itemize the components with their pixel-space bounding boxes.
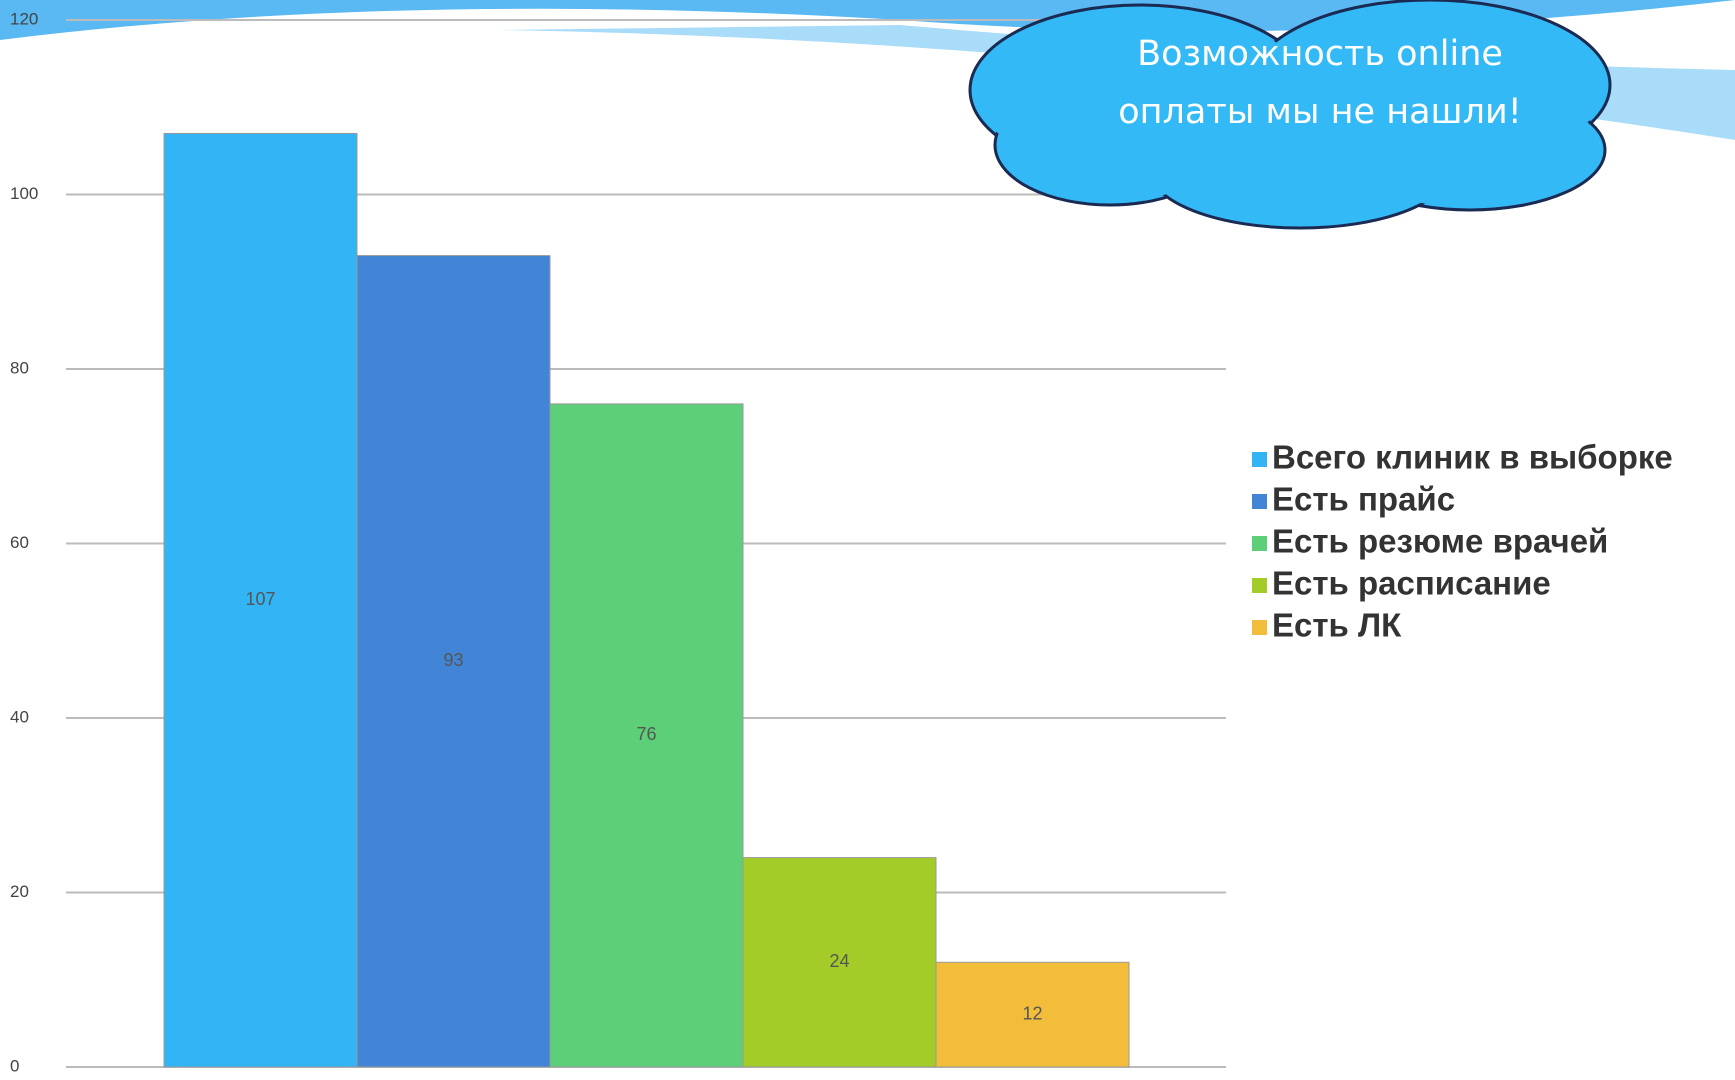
y-tick-label: 80 xyxy=(10,358,29,377)
legend-label: Всего клиник в выборке xyxy=(1272,439,1673,476)
bar xyxy=(549,403,744,1068)
bar xyxy=(356,255,551,1068)
callout: Возможность online оплаты мы не нашли! xyxy=(968,0,1612,230)
legend-swatch xyxy=(1252,494,1267,509)
y-tick-label: 60 xyxy=(10,533,29,552)
value-label: 93 xyxy=(443,650,463,670)
y-tick-label: 40 xyxy=(10,707,29,726)
bar xyxy=(935,961,1130,1068)
callout-text: Возможность online xyxy=(1137,34,1503,74)
legend-label: Есть ЛК xyxy=(1272,607,1402,644)
legend-label: Есть резюме врачей xyxy=(1272,523,1608,560)
value-label: 107 xyxy=(245,589,275,609)
legend-swatch xyxy=(1252,536,1267,551)
callout-text: оплаты мы не нашли! xyxy=(1118,92,1521,132)
value-label: 76 xyxy=(636,724,656,744)
y-tick-label: 120 xyxy=(10,9,38,28)
y-tick-label: 0 xyxy=(10,1056,19,1075)
legend-swatch xyxy=(1252,452,1267,467)
y-tick-label: 20 xyxy=(10,882,29,901)
value-label: 24 xyxy=(829,951,849,971)
legend-label: Есть расписание xyxy=(1272,565,1551,602)
legend-swatch xyxy=(1252,578,1267,593)
legend-swatch xyxy=(1252,620,1267,635)
y-tick-label: 100 xyxy=(10,184,38,203)
legend-label: Есть прайс xyxy=(1272,481,1455,518)
bar xyxy=(742,857,937,1068)
value-label: 12 xyxy=(1022,1003,1042,1023)
bar xyxy=(163,132,358,1068)
